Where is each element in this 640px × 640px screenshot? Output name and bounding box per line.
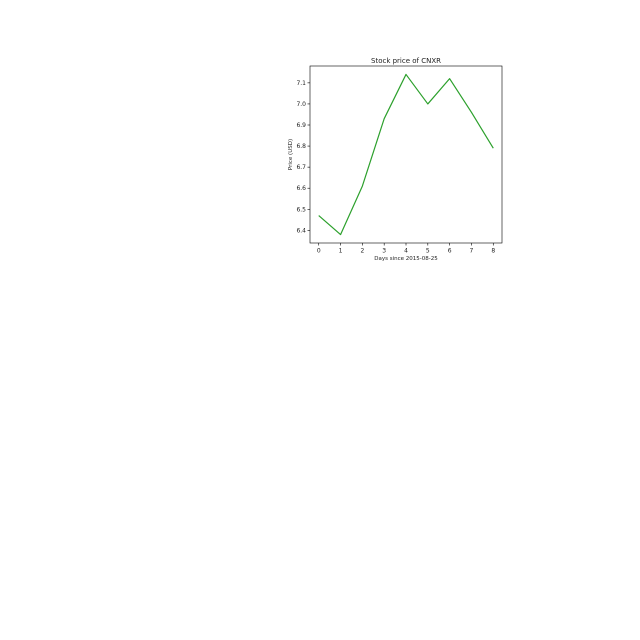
y-tick-label: 7.1 <box>296 80 306 87</box>
x-tick-label: 7 <box>470 248 474 255</box>
price-series-line <box>318 73 494 236</box>
x-tick-label: 6 <box>448 248 452 255</box>
x-tick-label: 3 <box>382 248 386 255</box>
x-tick-label: 8 <box>491 248 495 255</box>
x-tick-label: 5 <box>426 248 430 255</box>
y-tick-label: 6.6 <box>296 185 306 192</box>
x-tick-label: 0 <box>317 248 321 255</box>
y-axis: 6.4 6.5 6.6 6.7 6.8 6.9 7.0 7.1 <box>296 80 310 234</box>
y-tick-label: 7.0 <box>296 101 306 108</box>
x-axis-label: Days since 2015-08-25 <box>374 256 438 262</box>
x-tick-label: 4 <box>404 248 408 255</box>
chart-title: Stock price of CNXR <box>371 57 441 65</box>
y-tick-label: 6.7 <box>296 164 306 171</box>
x-axis: 0 1 2 3 4 5 6 7 8 <box>317 243 495 255</box>
series-layer <box>318 73 494 236</box>
y-tick-label: 6.9 <box>296 122 306 129</box>
plot-frame <box>309 65 503 244</box>
y-axis-label: Price (USD) <box>288 139 294 170</box>
y-tick-label: 6.8 <box>296 143 306 150</box>
y-tick-label: 6.4 <box>296 227 306 234</box>
x-tick-label: 2 <box>360 248 364 255</box>
x-tick-label: 1 <box>339 248 343 255</box>
y-tick-label: 6.5 <box>296 206 306 213</box>
